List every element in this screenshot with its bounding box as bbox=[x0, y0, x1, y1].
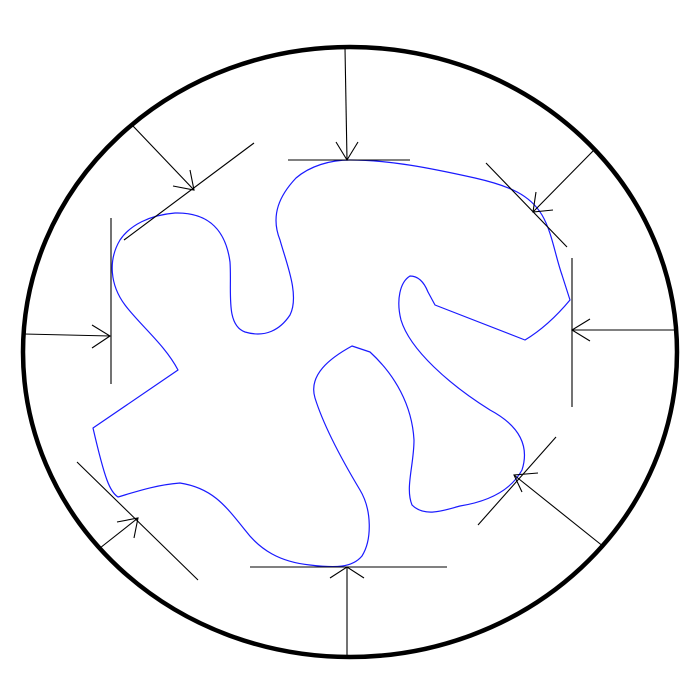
probe-upper-right-arrowhead bbox=[532, 191, 554, 213]
probe-upper-right bbox=[485, 149, 595, 248]
probe-bottom bbox=[250, 566, 447, 657]
probe-lower-left-arrowhead bbox=[116, 517, 139, 539]
probe-lower-left bbox=[76, 461, 199, 581]
probe-lower-right bbox=[477, 436, 605, 548]
probe-lower-right-arrowhead bbox=[513, 472, 539, 493]
probe-right-arrowhead bbox=[570, 318, 591, 342]
probe-upper-left-shaft bbox=[132, 125, 195, 191]
probe-upper-right-tangent bbox=[485, 162, 568, 248]
probe-lower-right-shaft bbox=[513, 474, 605, 548]
probe-upper-left-tangent bbox=[123, 142, 255, 241]
probe-top-arrowhead bbox=[335, 141, 359, 162]
probe-right bbox=[570, 258, 677, 407]
probe-lower-left-shaft bbox=[99, 517, 139, 549]
probe-upper-left bbox=[123, 125, 255, 241]
outer-boundary-circle bbox=[20, 44, 680, 660]
probe-bottom-arrowhead bbox=[329, 566, 365, 579]
probe-left-arrowhead bbox=[91, 324, 112, 349]
probe-left bbox=[23, 218, 112, 384]
probe-upper-left-arrowhead bbox=[172, 169, 195, 191]
probe-left-shaft bbox=[23, 333, 111, 337]
probe-top bbox=[288, 47, 410, 162]
probe-top-shaft bbox=[344, 47, 348, 161]
irregular-shape-outline bbox=[92, 159, 571, 568]
probe-upper-right-shaft bbox=[532, 149, 595, 213]
